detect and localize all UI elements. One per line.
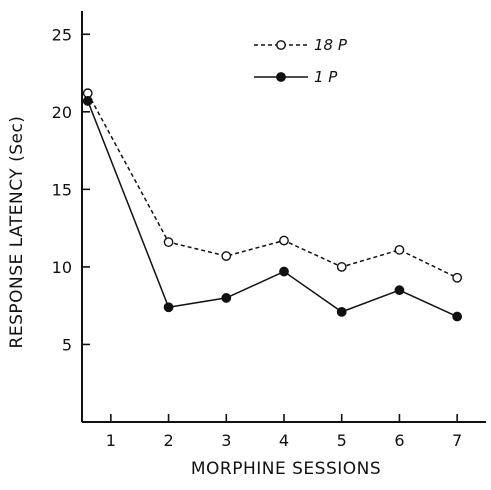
data-point <box>336 306 347 317</box>
legend-label: 18 P <box>314 36 348 54</box>
x-tick-label: 5 <box>337 431 347 450</box>
x-tick-label: 1 <box>106 431 116 450</box>
data-point <box>221 293 232 303</box>
x-tick-label: 4 <box>279 431 289 450</box>
y-tick-label: 5 <box>62 335 72 354</box>
y-tick-label: 25 <box>52 25 72 44</box>
data-point <box>336 262 347 272</box>
data-point <box>221 251 232 261</box>
data-point <box>279 266 289 277</box>
data-point <box>163 302 174 313</box>
series-layer <box>82 88 463 322</box>
x-tick-label: 7 <box>452 431 462 450</box>
plot-frame <box>81 11 486 423</box>
data-point <box>394 285 405 296</box>
x-tick-label: 3 <box>221 431 231 450</box>
y-axis-ticks: 5 10 15 20 25 <box>52 25 90 354</box>
data-point <box>82 96 93 106</box>
y-axis-title: RESPONSE LATENCY (Sec) <box>7 116 27 349</box>
y-tick-label: 10 <box>52 258 72 277</box>
legend-marker <box>276 72 286 82</box>
data-point <box>279 235 289 246</box>
data-point <box>452 311 463 322</box>
x-axis-ticks: 1 2 3 4 5 6 7 <box>106 414 462 450</box>
y-tick-label: 15 <box>52 180 72 199</box>
data-point <box>394 244 405 255</box>
y-tick-label: 20 <box>52 103 72 122</box>
legend-label: 1 P <box>314 68 338 86</box>
x-tick-label: 6 <box>394 431 404 450</box>
series-line-2 <box>87 100 458 318</box>
x-tick-label: 2 <box>163 431 173 450</box>
legend-marker <box>276 40 286 50</box>
data-point <box>163 237 174 247</box>
data-point <box>452 272 463 283</box>
x-axis-title: MORPHINE SESSIONS <box>191 459 381 479</box>
legend: 18 P 1 P <box>254 36 348 86</box>
